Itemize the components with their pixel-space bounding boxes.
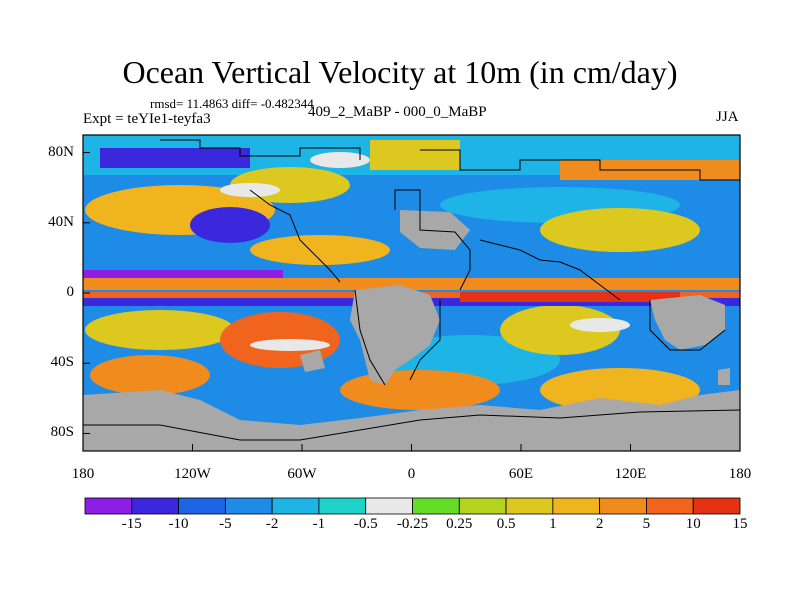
colorbar-label: -1 [312, 516, 326, 532]
map-title: Ocean Vertical Velocity at 10m (in cm/da… [122, 54, 678, 90]
lon-tick-label: 60W [287, 466, 317, 482]
colorbar-label: -2 [265, 516, 279, 532]
colorbar-label: -0.5 [353, 516, 378, 532]
colorbar-label: -0.25 [396, 516, 429, 532]
colorbar-label: -5 [219, 516, 232, 532]
lon-tick-label: 120E [614, 466, 647, 482]
land-masses [83, 210, 740, 451]
lon-tick-label: 60E [508, 466, 534, 482]
colorbar-swatch [84, 497, 133, 515]
lon-tick-label: 120W [174, 466, 211, 482]
colorbar-swatch [505, 497, 554, 515]
colorbar-swatch [646, 497, 694, 515]
lat-tick-label: 40S [50, 354, 74, 371]
lat-tick-label: 0 [66, 284, 75, 300]
colorbar-label: 10 [685, 516, 701, 532]
lon-tick-label: 0 [407, 466, 416, 482]
colorbar [84, 497, 741, 515]
lat-tick-label: 80S [50, 424, 74, 441]
colorbar-label: 0.5 [496, 516, 516, 532]
colorbar-swatch [178, 497, 226, 515]
vertical-velocity-field [83, 135, 740, 451]
colorbar-label: 2 [595, 516, 604, 532]
colorbar-swatch [692, 497, 741, 515]
colorbar-label: 5 [642, 516, 651, 532]
colorbar-swatch [318, 497, 367, 515]
colorbar-swatch [131, 497, 179, 515]
experiment-label: Expt = teYIe1-teyfa3 [83, 111, 211, 127]
colorbar-swatch [224, 497, 273, 515]
colorbar-swatch [412, 497, 460, 515]
coastlines [83, 139, 740, 441]
colorbar-swatch [552, 497, 601, 515]
colorbar-label: 15 [732, 516, 748, 532]
colorbar-label: 0.25 [446, 516, 473, 532]
axis-ticks [82, 152, 741, 451]
colorbar-swatch [365, 497, 413, 515]
colorbar-swatch [599, 497, 647, 515]
lat-tick-label: 40N [48, 213, 74, 230]
season-label: JJA [716, 109, 739, 125]
colorbar-label: -15 [121, 516, 142, 532]
stats-text: rmsd= 11.4863 diff= -0.482344 [150, 96, 314, 111]
lon-tick-label: 180 [71, 466, 95, 482]
colorbar-label: 1 [549, 516, 557, 532]
lon-tick-label: 180 [728, 466, 752, 482]
lat-tick-label: 80N [48, 143, 74, 160]
experiment-diff: 409_2_MaBP - 000_0_MaBP [308, 104, 487, 120]
colorbar-swatch [458, 497, 507, 515]
colorbar-swatch [271, 497, 320, 515]
colorbar-label: -10 [168, 516, 189, 532]
